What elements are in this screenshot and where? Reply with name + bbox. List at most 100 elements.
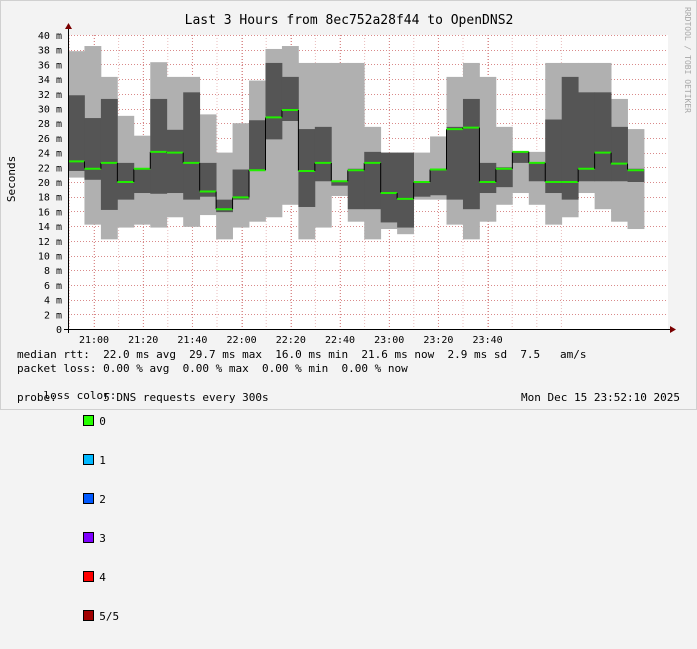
y-tick-label: 10 m bbox=[38, 252, 62, 263]
band-inner bbox=[578, 92, 596, 182]
watermark: RRDTOOL / TOBI OETIKER bbox=[683, 7, 692, 113]
band-inner bbox=[133, 168, 151, 194]
y-tick-label: 22 m bbox=[38, 163, 62, 174]
latency-chart: 0 2 m 4 m 6 m 8 m 10 m 12 m 14 m 16 m 18 m 20 m 22 … bbox=[5, 7, 692, 346]
x-tick-label: 21:00 bbox=[79, 335, 109, 346]
band-inner bbox=[479, 162, 497, 194]
chart-title: Last 3 Hours from 8ec752a28f44 to OpenDN… bbox=[185, 13, 514, 28]
band-inner bbox=[100, 98, 118, 210]
legend-item-label: 4 bbox=[99, 571, 106, 584]
band-inner bbox=[380, 152, 398, 223]
band-inner bbox=[594, 92, 612, 182]
legend-label: loss color: bbox=[43, 389, 117, 402]
band-inner bbox=[199, 162, 217, 197]
legend-item-1: 1 bbox=[44, 441, 106, 480]
y-tick-label: 6 m bbox=[44, 281, 62, 292]
y-tick-label: 0 bbox=[56, 325, 62, 336]
y-tick-label: 20 m bbox=[38, 178, 62, 189]
x-tick-label: 22:00 bbox=[227, 335, 257, 346]
band-inner bbox=[430, 168, 447, 196]
band-outer bbox=[479, 76, 497, 222]
band-inner bbox=[68, 95, 85, 171]
x-tick-label: 21:40 bbox=[177, 335, 207, 346]
y-tick-label: 12 m bbox=[38, 237, 62, 248]
legend-item-3: 3 bbox=[44, 519, 106, 558]
axes bbox=[64, 23, 676, 333]
x-tick-label: 21:20 bbox=[128, 335, 158, 346]
y-tick-label: 18 m bbox=[38, 193, 62, 204]
band-inner bbox=[413, 181, 431, 197]
band-inner bbox=[611, 126, 628, 182]
band-inner bbox=[561, 76, 579, 200]
band-inner bbox=[84, 118, 102, 180]
band-inner bbox=[331, 181, 349, 186]
band-inner bbox=[281, 76, 299, 121]
probe-info: probe: 5 DNS requests every 300s bbox=[17, 391, 269, 404]
band-inner bbox=[265, 62, 283, 140]
band-inner bbox=[216, 199, 233, 213]
band-inner bbox=[347, 168, 365, 210]
legend-swatch-2 bbox=[83, 493, 95, 504]
x-tick-label: 23:20 bbox=[423, 335, 453, 346]
y-tick-label: 34 m bbox=[38, 75, 62, 86]
y-tick-label: 16 m bbox=[38, 207, 62, 218]
band-inner bbox=[528, 162, 546, 182]
x-tick-label: 22:40 bbox=[325, 335, 355, 346]
x-tick-label: 23:40 bbox=[473, 335, 503, 346]
y-axis-arrow bbox=[65, 23, 72, 29]
band-inner bbox=[364, 151, 382, 210]
band-inner bbox=[298, 129, 316, 207]
band-inner bbox=[627, 168, 645, 182]
legend-swatch-0 bbox=[83, 415, 95, 426]
y-axis-label: Seconds bbox=[5, 156, 18, 202]
band-inner bbox=[232, 169, 250, 200]
legend-item-label: 1 bbox=[99, 454, 106, 467]
legend-item-2: 2 bbox=[44, 480, 106, 519]
band-inner bbox=[462, 98, 480, 210]
y-tick-label: 4 m bbox=[44, 296, 62, 307]
band-inner bbox=[397, 152, 414, 228]
inner-band bbox=[68, 62, 645, 228]
legend-swatch-3 bbox=[83, 532, 95, 543]
x-tick-labels: 21:00 21:20 21:40 22:00 22:20 22:40 23:00 23:20… bbox=[79, 335, 503, 346]
y-tick-label: 2 m bbox=[44, 310, 62, 321]
legend-item-5: 5/5 bbox=[44, 597, 119, 636]
legend-item-label: 3 bbox=[99, 532, 106, 545]
loss-color-legend: loss color: 0 1 2 3 4 5/5 bbox=[17, 376, 130, 649]
band-inner bbox=[249, 120, 266, 171]
legend-item-4: 4 bbox=[44, 558, 106, 597]
y-tick-label: 36 m bbox=[38, 60, 62, 71]
y-tick-label: 24 m bbox=[38, 149, 62, 160]
median-line bbox=[68, 108, 644, 211]
legend-item-label: 2 bbox=[99, 493, 106, 506]
y-tick-label: 32 m bbox=[38, 90, 62, 101]
y-tick-label: 30 m bbox=[38, 105, 62, 116]
band-outer bbox=[281, 46, 299, 205]
legend-item-0: 0 bbox=[44, 402, 106, 441]
legend-swatch-1 bbox=[83, 454, 95, 465]
y-tick-label: 40 m bbox=[38, 31, 62, 42]
packet-loss-stats: packet loss: 0.00 % avg 0.00 % max 0.00 … bbox=[17, 362, 408, 375]
legend-item-label: 0 bbox=[99, 415, 106, 428]
band-inner bbox=[166, 129, 184, 194]
band-outer bbox=[216, 152, 233, 240]
band-inner bbox=[183, 92, 201, 200]
band-inner bbox=[446, 126, 464, 200]
band-inner bbox=[150, 98, 168, 194]
x-tick-label: 23:00 bbox=[374, 335, 404, 346]
median-rtt-stats: median rtt: 22.0 ms avg 29.7 ms max 16.0… bbox=[17, 348, 587, 361]
band-outer bbox=[495, 126, 513, 205]
x-axis-arrow bbox=[670, 326, 676, 333]
band-inner bbox=[314, 126, 332, 182]
smokeping-graph: 0 2 m 4 m 6 m 8 m 10 m 12 m 14 m 16 m 18 m 20 m 22 … bbox=[0, 0, 697, 623]
legend-swatch-5 bbox=[83, 610, 95, 621]
y-tick-label: 28 m bbox=[38, 119, 62, 130]
x-tick-label: 22:20 bbox=[276, 335, 306, 346]
band-inner bbox=[495, 167, 513, 188]
generated-timestamp: Mon Dec 15 23:52:10 2025 bbox=[521, 391, 680, 404]
legend-swatch-4 bbox=[83, 571, 95, 582]
y-tick-label: 14 m bbox=[38, 222, 62, 233]
band-inner bbox=[545, 119, 563, 194]
band-inner bbox=[512, 151, 530, 163]
y-tick-labels: 0 2 m 4 m 6 m 8 m 10 m 12 m 14 m 16 m 18 m 20 m 22 … bbox=[38, 31, 62, 336]
